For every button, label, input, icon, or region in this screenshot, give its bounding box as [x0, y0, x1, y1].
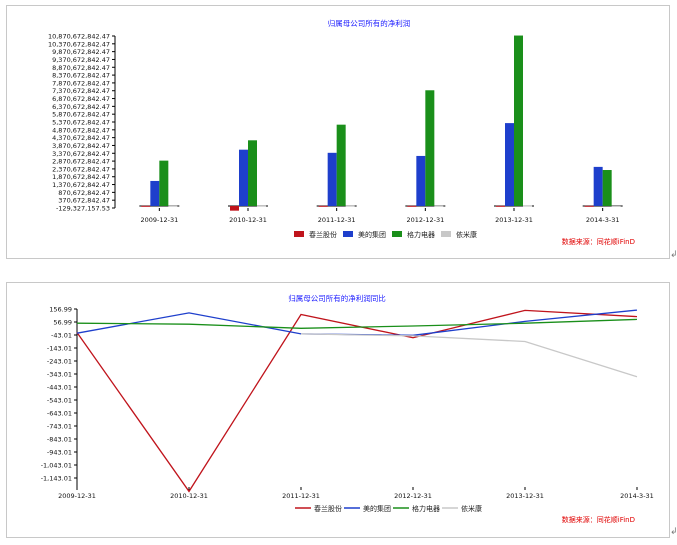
y-tick-label: -543.01: [47, 397, 72, 405]
y-tick-label: -1,143.01: [41, 475, 72, 483]
y-tick-label: 8,370,672,842.47: [52, 72, 110, 80]
legend-label-2: 格力电器: [412, 504, 440, 513]
y-tick-label: 870,672,842.47: [58, 189, 110, 197]
y-tick-label: 156.99: [49, 306, 72, 314]
y-tick-label: 56.99: [53, 319, 72, 327]
y-tick-label: -843.01: [47, 436, 72, 444]
bar-0-5: [584, 205, 594, 207]
legend-swatch-2: [392, 231, 402, 237]
y-tick-label: -1,043.01: [41, 462, 72, 470]
x-tick-label: 2009-12-31: [140, 216, 178, 224]
series-line-3: [300, 333, 638, 378]
paragraph-return-mark: ↲: [670, 250, 677, 260]
chart-title: 归属母公司所有的净利润: [328, 18, 411, 28]
bar-3-2: [345, 205, 355, 207]
y-tick-label: 7,370,672,842.47: [52, 87, 110, 95]
bar-1-3: [416, 155, 426, 206]
bar-2-5: [602, 170, 612, 206]
bar-0-3: [407, 205, 417, 207]
chart-title: 归属母公司所有的净利润同比: [288, 293, 386, 303]
legend-label-1: 美的集团: [363, 504, 391, 513]
x-tick-label: 2011-12-31: [318, 216, 356, 224]
y-tick-label: 1,370,672,842.47: [52, 181, 110, 189]
y-tick-label: -243.01: [47, 358, 72, 366]
bar-2-2: [336, 124, 346, 206]
y-tick-label: 6,370,672,842.47: [52, 103, 110, 111]
y-tick-label: 10,370,672,842.47: [48, 40, 110, 48]
x-tick-label: 2010-12-31: [170, 492, 208, 500]
bar-chart: 归属母公司所有的净利润 10,870,672,842.4710,370,672,8…: [48, 18, 635, 246]
bar-3-0: [168, 205, 178, 207]
line-chart-panel: 归属母公司所有的净利润同比 156.99 56.99 -43.01 -143.01 -24…: [6, 282, 670, 538]
bar-0-4: [496, 205, 505, 207]
y-tick-label: 1,870,672,842.47: [52, 173, 110, 181]
x-tick-label: 2012-12-31: [406, 216, 444, 224]
x-tick-label: 2013-12-31: [506, 492, 544, 500]
y-tick-label: 10,870,672,842.47: [48, 33, 110, 41]
x-tick-label: 2010-12-31: [229, 216, 267, 224]
legend-swatch-3: [441, 231, 451, 237]
y-tick-label: 7,870,672,842.47: [52, 79, 110, 87]
y-tick-label: -343.01: [47, 371, 72, 379]
bar-2-4: [514, 35, 523, 206]
bar-1-0: [150, 180, 160, 206]
y-tick-label: -643.01: [47, 410, 72, 418]
bar-0-1: [230, 205, 239, 211]
source-label: 数据来源：同花顺iFinD: [562, 515, 635, 524]
bar-3-3: [434, 205, 444, 207]
y-tick-label: -943.01: [47, 449, 72, 457]
y-tick-label: -443.01: [47, 384, 72, 392]
y-tick-label: 3,870,672,842.47: [52, 142, 110, 150]
y-tick-label: 3,370,672,842.47: [52, 150, 110, 158]
bar-2-0: [159, 160, 169, 206]
bar-2-3: [425, 90, 435, 206]
y-tick-label: -43.01: [51, 332, 72, 340]
y-tick-label: -743.01: [47, 423, 72, 431]
legend-swatch-1: [343, 231, 353, 237]
paragraph-return-mark: ↲: [670, 527, 677, 537]
bar-1-5: [593, 166, 603, 206]
y-tick-label: -143.01: [47, 345, 72, 353]
legend-label-0: 春兰股份: [314, 504, 342, 513]
bar-1-2: [327, 152, 337, 206]
series-line-2: [76, 318, 638, 329]
source-label: 数据来源：同花顺iFinD: [562, 237, 635, 246]
y-tick-label: 9,870,672,842.47: [52, 48, 110, 56]
x-tick-label: 2012-12-31: [394, 492, 432, 500]
bar-0-0: [141, 205, 151, 207]
bar-3-1: [257, 205, 266, 207]
x-tick-label: 2011-12-31: [282, 492, 320, 500]
legend-swatch-0: [294, 231, 304, 237]
bar-3-4: [523, 205, 532, 207]
legend-label-2: 格力电器: [407, 230, 435, 239]
y-tick-label: 8,870,672,842.47: [52, 64, 110, 72]
x-tick-label: 2013-12-31: [495, 216, 533, 224]
x-tick-label: 2014-3-31: [620, 492, 654, 500]
line-chart: 归属母公司所有的净利润同比 156.99 56.99 -43.01 -143.01 -24…: [41, 293, 654, 524]
legend-label-3: 依米康: [456, 230, 477, 239]
y-tick-label: 370,672,842.47: [58, 197, 110, 205]
legend-label-0: 春兰股份: [309, 230, 337, 239]
y-tick-label: 2,370,672,842.47: [52, 165, 110, 173]
y-tick-label: 5,870,672,842.47: [52, 111, 110, 119]
bar-2-1: [248, 140, 257, 206]
y-tick-label: 6,870,672,842.47: [52, 95, 110, 103]
x-tick-label: 2009-12-31: [58, 492, 96, 500]
y-tick-label: 2,870,672,842.47: [52, 158, 110, 166]
x-tick-label: 2014-3-31: [586, 216, 620, 224]
bar-chart-panel: 归属母公司所有的净利润 10,870,672,842.47 10,370,672,8…: [6, 5, 670, 259]
y-tick-label: -129,327,157.53: [56, 205, 110, 213]
y-tick-label: 5,370,672,842.47: [52, 119, 110, 127]
series-line-0: [76, 309, 638, 493]
bar-0-2: [318, 205, 328, 207]
y-tick-label: 4,870,672,842.47: [52, 126, 110, 134]
legend-label-1: 美的集团: [358, 230, 386, 239]
legend-label-3: 依米康: [461, 504, 482, 513]
bar-1-4: [505, 123, 514, 206]
bar-1-1: [239, 149, 248, 206]
bar-3-5: [611, 205, 621, 207]
y-tick-label: 9,370,672,842.47: [52, 56, 110, 64]
y-tick-label: 4,370,672,842.47: [52, 134, 110, 142]
